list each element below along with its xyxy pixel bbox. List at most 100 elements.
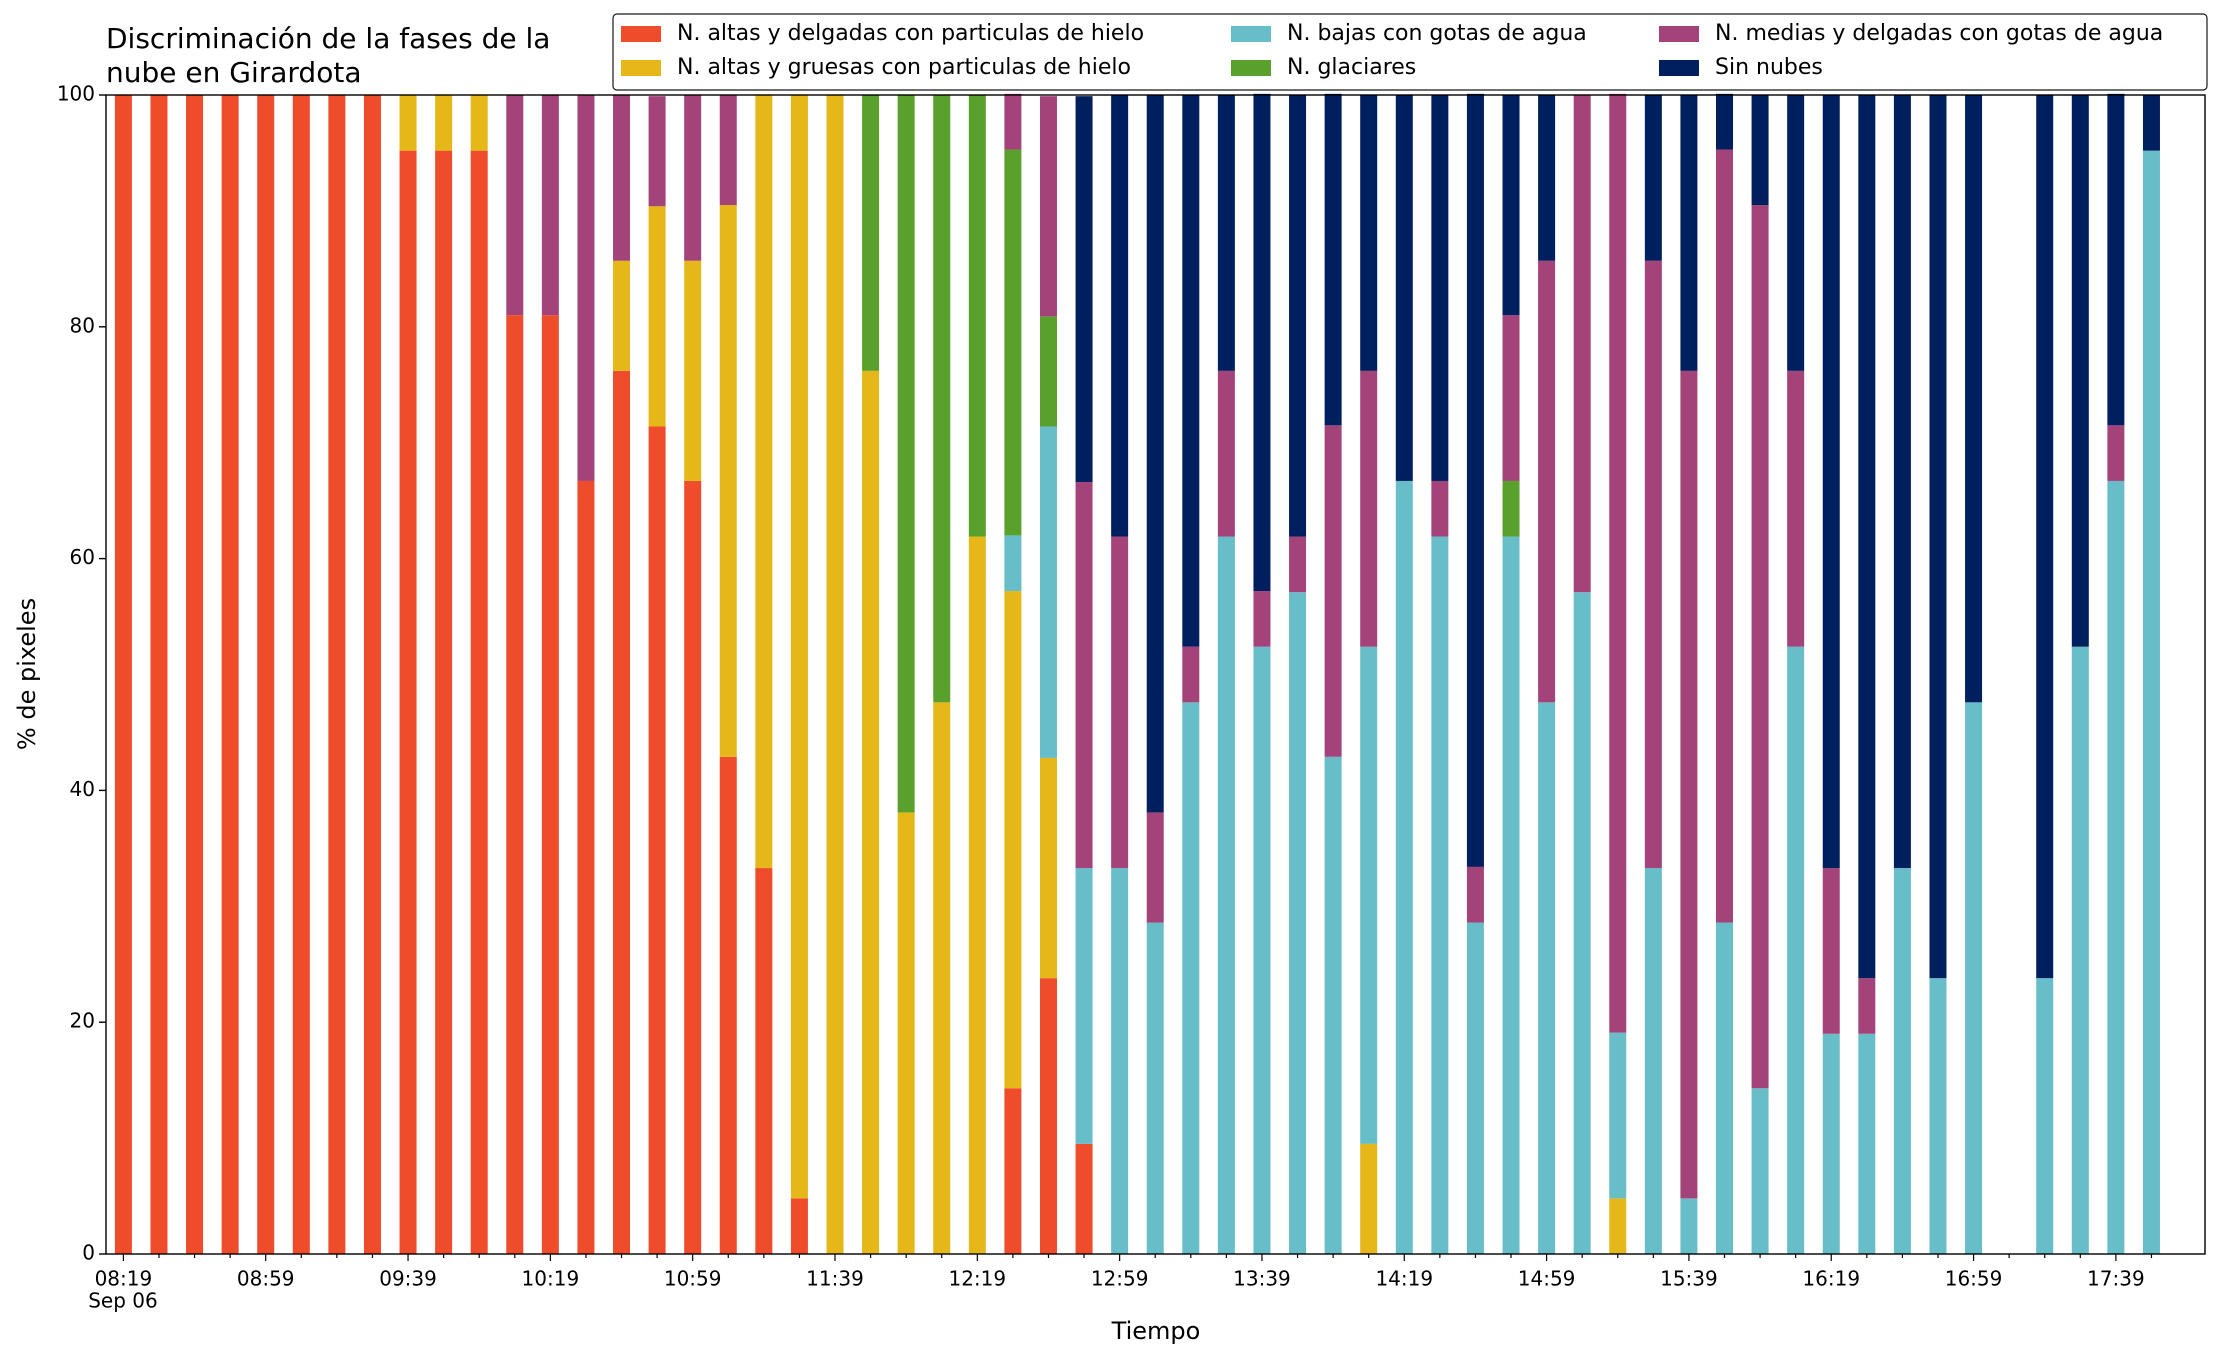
bar-segment — [933, 702, 951, 1254]
bar-segment — [862, 370, 880, 1254]
bar-segment — [719, 756, 737, 1254]
bar-segment — [1004, 1088, 1022, 1254]
bar-segment — [1822, 95, 1840, 869]
bar-segment — [613, 95, 631, 261]
bar-segment — [1253, 646, 1271, 1254]
legend-box — [612, 13, 2208, 91]
y-tick-label: 40 — [70, 777, 95, 801]
bar-segment — [1253, 93, 1271, 592]
bar-segment — [826, 95, 844, 1254]
x-tick-label: 16:19 — [1802, 1267, 1860, 1291]
legend-swatch — [1231, 26, 1271, 42]
legend-label: N. altas y delgadas con particulas de hi… — [677, 21, 1144, 46]
bar-segment — [968, 536, 986, 1254]
bar-segment — [1395, 480, 1413, 1254]
bar-segment — [648, 206, 666, 427]
bar-segment — [1004, 591, 1022, 1089]
bar-segment — [1217, 536, 1235, 1254]
bar-segment — [1858, 978, 1876, 1034]
y-tick-label: 0 — [82, 1241, 95, 1265]
legend-swatch — [621, 60, 661, 76]
bar-segment — [1075, 96, 1093, 483]
bar-segment — [1609, 1032, 1627, 1199]
bar-segment — [1466, 922, 1484, 1254]
bar-segment — [1716, 149, 1733, 923]
bar-segment — [470, 95, 488, 151]
bar-segment — [2107, 93, 2125, 426]
bar-segment — [1929, 978, 1947, 1254]
bar-segment — [1822, 868, 1840, 1034]
x-tick-label: 11:39 — [806, 1267, 864, 1291]
x-tick-label: 08:59 — [237, 1267, 295, 1291]
bar-segment — [1822, 1033, 1840, 1254]
bar-segment — [1787, 370, 1805, 647]
bar-segment — [1111, 95, 1129, 537]
bar-segment — [1858, 1033, 1876, 1254]
bar-segment — [1039, 757, 1057, 979]
bar-segment — [1039, 978, 1057, 1254]
bar-segment — [221, 95, 239, 1254]
bar-segment — [2107, 480, 2125, 1254]
bar-segment — [1075, 868, 1093, 1144]
chart-title: Discriminación de la fases de la — [106, 22, 550, 55]
bar-segment — [577, 480, 595, 1254]
bar-segment — [1146, 922, 1164, 1254]
x-tick-label: 13:39 — [1233, 1267, 1291, 1291]
bar-segment — [968, 95, 986, 537]
legend-label: N. bajas con gotas de agua — [1287, 21, 1587, 46]
bar-segment — [1751, 205, 1769, 1089]
bar-segment — [1466, 93, 1484, 867]
bar-segment — [1324, 93, 1342, 426]
bar-segment — [897, 812, 915, 1254]
bar-segment — [1573, 95, 1591, 593]
bar-segment — [862, 95, 880, 371]
bar-segment — [2142, 150, 2160, 1255]
bar-segment — [1751, 95, 1769, 206]
bar-segment — [613, 370, 631, 1254]
bar-segment — [1858, 95, 1876, 979]
bar-segment — [1680, 1198, 1698, 1254]
bar-segment — [399, 150, 417, 1255]
bar-segment — [1039, 426, 1057, 758]
bar-segment — [1217, 95, 1235, 371]
bar-segment — [2036, 978, 2054, 1254]
bar-segment — [1502, 480, 1520, 537]
bar-segment — [292, 95, 310, 1254]
axes-frame — [105, 94, 2206, 1255]
bar-segment — [1253, 591, 1271, 647]
bar-segment — [1039, 316, 1057, 427]
bar-segment — [1146, 95, 1164, 813]
bar-segment — [684, 260, 702, 481]
chart-title: nube en Girardota — [106, 56, 361, 89]
bar-segment — [541, 315, 559, 1255]
legend-label: Sin nubes — [1715, 55, 1823, 80]
bar-segment — [1360, 370, 1378, 647]
bar-segment — [1644, 95, 1662, 261]
bar-segment — [2142, 95, 2160, 151]
bar-segment — [2071, 646, 2089, 1254]
bar-segment — [1075, 1143, 1093, 1254]
legend-swatch — [1659, 26, 1699, 42]
x-tick-label: 08:19 — [95, 1267, 153, 1291]
bar-segment — [1146, 812, 1164, 923]
bar-segment — [1324, 756, 1342, 1254]
x-axis-label: Tiempo — [1111, 1317, 1201, 1345]
bar-segment — [1360, 95, 1378, 371]
legend-label: N. medias y delgadas con gotas de agua — [1715, 21, 2163, 46]
x-date-label: Sep 06 — [88, 1289, 158, 1313]
bar-segment — [1182, 646, 1200, 703]
bar-segment — [755, 95, 773, 869]
bar-segment — [399, 95, 417, 151]
bar-segment — [684, 480, 702, 1254]
bar-segment — [470, 150, 488, 1255]
bar-segment — [648, 426, 666, 1254]
bar-segment — [2107, 425, 2125, 481]
x-tick-label: 14:59 — [1518, 1267, 1576, 1291]
bar-segment — [1004, 93, 1022, 150]
bar-segment — [1538, 95, 1556, 261]
bar-segment — [363, 95, 381, 1254]
bar-segment — [1644, 260, 1662, 869]
bar-segment — [2071, 95, 2089, 647]
bar-segment — [1039, 96, 1057, 317]
y-tick-label: 60 — [70, 545, 95, 569]
